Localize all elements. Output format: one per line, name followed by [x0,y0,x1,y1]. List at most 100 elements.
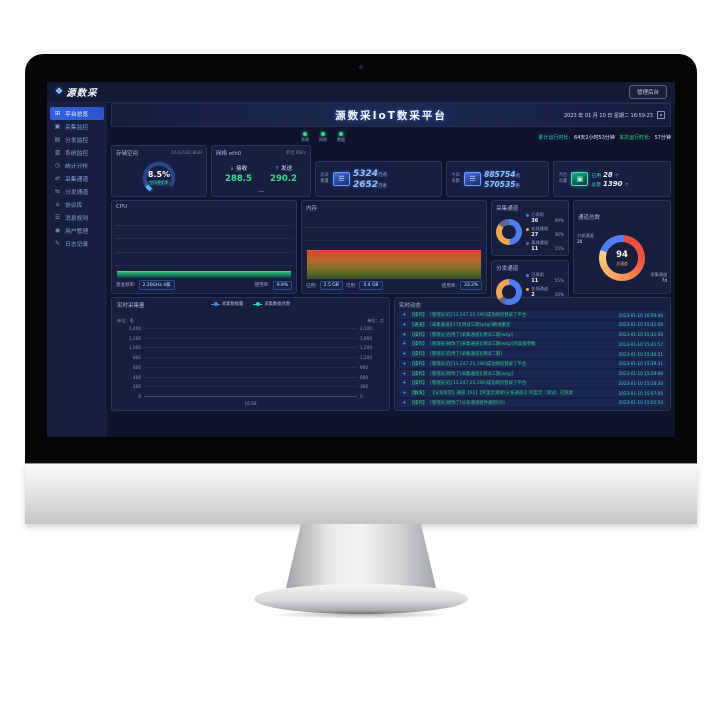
memory-usage-label: 使用率: [441,283,457,289]
dashboard-screen: ❖ 源数采 管理后台 ⊞ 平台总览 ▣ 采集监控 [47,82,675,437]
activity-row[interactable]: + 【操作】 [管理员]修改了[采集通道][测试三期(wtg)]的高级参数 2023-… [399,340,666,349]
memory-used-value: 2.5 GB [319,281,343,290]
channel-total-card: 通道总数 94 总通道 分发通道 20 采集通道 [572,200,672,294]
activity-row[interactable]: + 【操作】 [管理员]修改了[分发通道组件规则][9] 2023-01-10 15:… [399,398,666,407]
activity-row[interactable]: + 【操作】 [管理员]修改了[采集通道][测试三期(wtg)] 2023-01-10… [399,369,666,378]
sidebar-item-collect-monitor[interactable]: ▣ 采集监控 [47,120,107,133]
sidebar-item-protocol-lib[interactable]: ⌂ 协议库 [47,198,107,211]
today-records: 570535条 [484,179,520,189]
dispatch-channel-title: 分发通道 [496,266,519,272]
gauge-ring-icon [140,159,178,197]
realtime-chart-title: 实时采集量 [117,303,145,309]
sidebar-item-label: 系统监控 [65,151,89,157]
memory-card: 内存 已用: 2.5 GB 可用: 4.4 GB [301,200,488,294]
cpu-title: CPU [116,204,128,210]
monitor-chin [25,463,697,524]
status-network: 网络 [319,131,327,143]
activity-row[interactable]: + 【操作】 [管理员]在[13.247.25.190]成功网页登录了平台 2023-… [399,311,666,320]
status-data: 数据 [337,131,345,143]
expand-plus-icon[interactable]: + [402,331,407,338]
channel-total-center-label: 总通道 [616,260,628,266]
activity-list: + 【操作】 [管理员]在[13.247.25.190]成功网页登录了平台 2023-… [399,311,666,407]
right-axis-unit: 单位：点 [367,318,384,323]
sidebar-item-label: 采集通道 [65,177,89,183]
network-receive: ↓ 接收 288.5 [225,164,252,184]
sidebar-item-collect-channel[interactable]: ⇄ 采集通道 [47,172,107,185]
expand-plus-icon[interactable]: + [402,380,407,387]
legend-series-points[interactable]: 采集数据点数 [253,301,290,307]
total-runtime-label: 累计运行时长: [538,134,571,141]
points-capacity: 总量 1390 个 [591,179,629,188]
activity-row[interactable]: + 【触发】 【分发异常】通道【91】【阿里云测试(分发通道)】阿里云（测试）已恢复… [399,389,666,398]
sidebar-item-overview[interactable]: ⊞ 平台总览 [50,107,104,120]
memory-used-label: 已用: [306,283,317,289]
left-axis-unit: 单位：条 [117,318,134,323]
carousel-dot-icon[interactable] [258,191,264,192]
sidebar-item-logs[interactable]: ✎ 日志记录 [47,237,107,250]
admin-backend-button[interactable]: 管理后台 [628,85,667,99]
arrow-up-icon: ↑ [274,166,280,172]
network-unit: 单位 KB/s [285,151,306,156]
sidebar-item-label: 分发通道 [65,190,89,196]
user-icon: ◉ [54,227,61,234]
legend-dot-icon [526,287,530,291]
expand-plus-icon[interactable]: + [402,360,407,367]
sidebar-item-message-rules[interactable]: ☰ 消息规则 [47,211,107,224]
receive-label: 接收 [236,166,248,172]
expand-plus-icon[interactable]: + [402,351,407,358]
status-label: 数据 [337,136,345,142]
fullscreen-icon[interactable] [657,111,665,119]
network-send: ↑ 发送 290.2 [270,164,297,184]
sidebar-item-label: 日志记录 [65,242,89,248]
status-strip: 系统 网络 数据 累计运行时长: [111,129,671,145]
webcam-dot [359,65,363,69]
sidebar-item-stats-analysis[interactable]: ◷ 统计分析 [47,159,107,172]
collect-channel-title: 采集通道 [496,206,519,212]
sidebar-item-dispatch-monitor[interactable]: ▤ 分发监控 [47,133,107,146]
expand-plus-icon[interactable]: + [402,312,407,319]
total-records: 2652万条 [353,179,388,190]
cpu-chart [116,212,293,278]
sidebar-item-label: 统计分析 [65,164,89,170]
monitor-stand-base [254,584,468,619]
session-runtime-value: 57分钟 [654,134,671,141]
storage-title: 存储空间 [116,151,139,157]
activity-row[interactable]: + 【操作】 [管理员]在[13.247.25.190]成功网页登录了平台 2023-… [399,379,666,388]
sidebar-item-dispatch-channel[interactable]: ⇆ 分发通道 [47,185,107,198]
expand-plus-icon[interactable]: + [402,321,407,328]
datetime: 2023 年 01 月 10 日 星期二 16:59:23 [563,112,653,119]
legend-dot-icon [526,273,530,277]
log-pen-icon: ✎ [54,240,61,247]
chart-legend: 采集数据量 采集数据点数 [112,301,389,307]
system-monitor-icon: ▥ [54,149,61,156]
expand-plus-icon[interactable]: + [402,390,407,397]
network-title: 网络 eth0 [216,151,242,157]
legend-series-records[interactable]: 采集数据量 [210,301,243,307]
expand-plus-icon[interactable]: + [402,341,407,348]
database-icon: ☰ [333,172,350,186]
network-card: 网络 eth0 单位 KB/s ↓ 接收 288.5 [211,145,311,197]
activity-row[interactable]: + 【通道】 [采集通道][17][测试三期(wtg)]断线重连 2023-01-10… [399,320,666,329]
expand-plus-icon[interactable]: + [402,399,407,406]
sidebar-item-label: 分发监控 [65,138,89,144]
dispatch-channel-icon: ⇆ [54,188,61,195]
activity-row[interactable]: + 【操作】 [管理员]在[13.247.25.190]成功网页登录了平台 2023-… [399,359,666,368]
session-runtime-label: 本次运行时长: [618,134,651,141]
message-rules-icon: ☰ [54,214,61,221]
monitor-bezel: ❖ 源数采 管理后台 ⊞ 平台总览 ▣ 采集监控 [25,54,697,463]
app-logo: ❖ 源数采 [55,85,98,99]
sidebar-item-label: 消息规则 [65,216,89,222]
expand-plus-icon[interactable]: + [402,370,407,377]
logo-icon: ❖ [55,87,64,97]
sidebar-item-user-mgmt[interactable]: ◉ 用户管理 [47,224,107,237]
collect-monitor-icon: ▣ [54,123,61,130]
sidebar-item-system-monitor[interactable]: ▥ 系统监控 [47,146,107,159]
collect-channel-callout: 采集通道 74 [650,272,668,283]
topbar: ❖ 源数采 管理后台 [47,82,675,103]
runtime-info: 累计运行时长: 64天2小时53分钟 本次运行时长: 57分钟 [538,134,671,141]
legend-item: 在线通道 27 36% [526,226,564,238]
activity-row[interactable]: + 【操作】 [管理员]启用了[采集通道][测试三期(wtg)] 2023-01-10… [399,330,666,339]
activity-row[interactable]: + 【操作】 [管理员]启用了[采集通道][测试二期] 2023-01-10 15:4… [399,350,666,359]
storage-gauge: 8.5% 空间使用率 [140,159,178,197]
sidebar: ⊞ 平台总览 ▣ 采集监控 ▤ 分发监控 ▥ 系统监控 [47,103,107,437]
